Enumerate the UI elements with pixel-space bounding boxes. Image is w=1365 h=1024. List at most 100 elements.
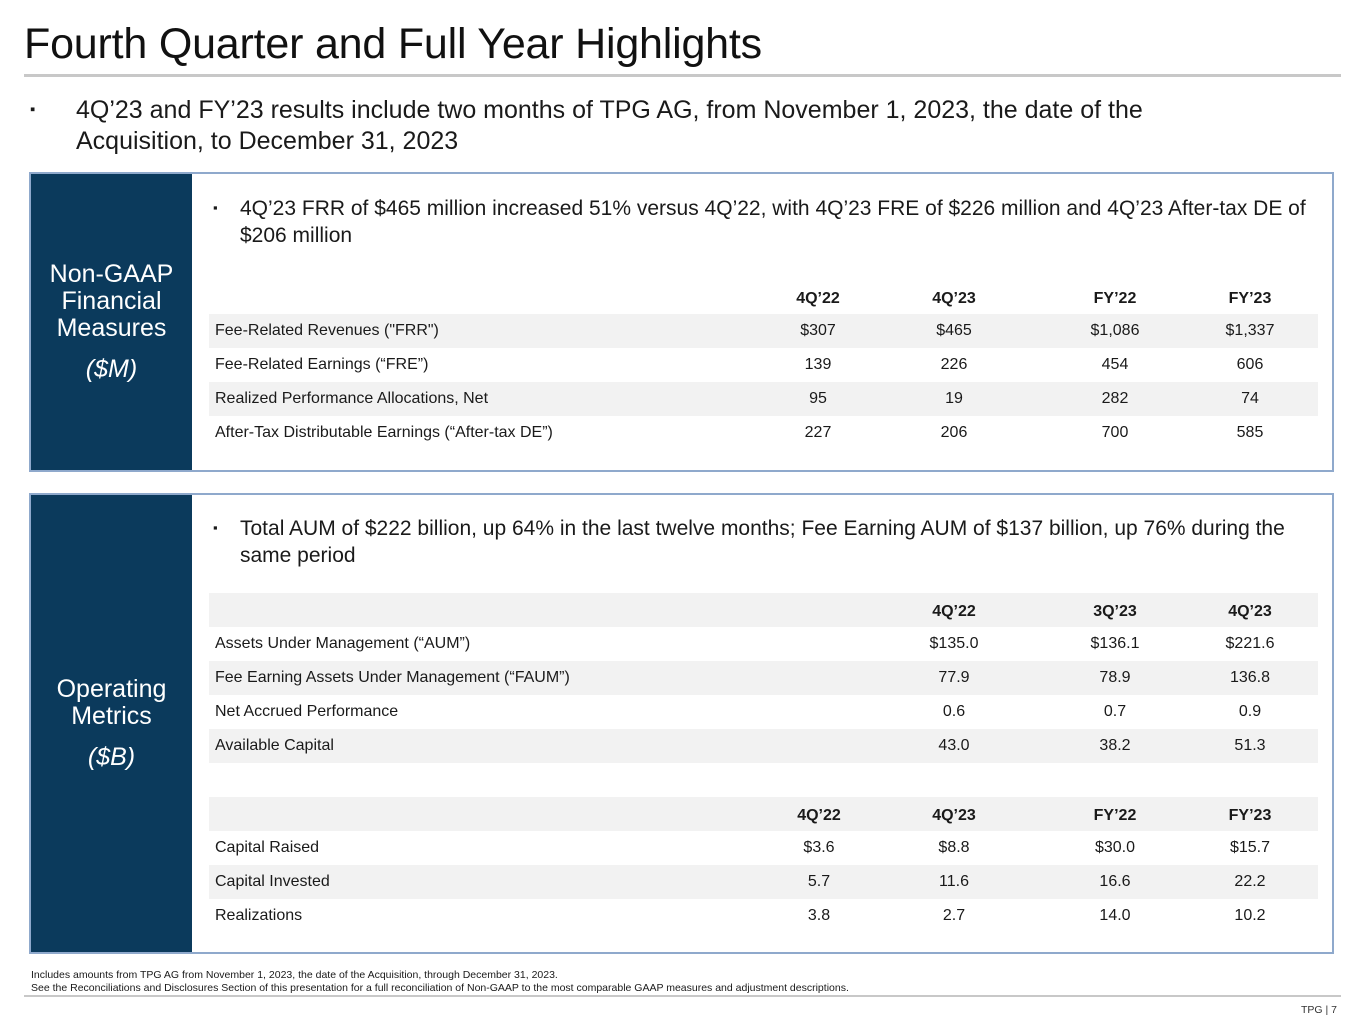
table-cell: $30.0 <box>1094 839 1136 856</box>
column-header: FY’22 <box>1093 807 1137 824</box>
column-header: 4Q’23 <box>932 807 976 824</box>
table-row: Capital Raised $3.6 $8.8 $30.0 $15.7 <box>209 831 1318 865</box>
column-header: FY’22 <box>1093 290 1137 307</box>
column-header: FY’23 <box>1228 290 1272 307</box>
table-cell: 11.6 <box>939 873 969 890</box>
capital-table: 4Q’22 4Q’23 FY’22 FY’23 Capital Raised $… <box>209 797 1318 933</box>
table-cell: 74 <box>1241 390 1259 407</box>
table-cell: $136.1 <box>1090 635 1140 652</box>
table-row: Assets Under Management (“AUM”) $135.0 $… <box>209 627 1318 661</box>
table-row: Fee-Related Revenues ("FRR") $307 $465 $… <box>209 314 1318 348</box>
row-label: Realized Performance Allocations, Net <box>215 390 489 407</box>
table-cell: 77.9 <box>938 669 970 686</box>
row-label: Available Capital <box>215 737 334 754</box>
non-gaap-heading: Non-GAAP Financial Measures <box>49 259 174 342</box>
footnotes: Includes amounts from TPG AG from Novemb… <box>31 969 849 995</box>
table-cell: 2.7 <box>942 907 966 924</box>
table-row: Fee Earning Assets Under Management (“FA… <box>209 661 1318 695</box>
row-label: Capital Invested <box>215 873 330 890</box>
table-cell: 10.2 <box>1234 907 1266 924</box>
bullet-marker: ▪ <box>30 101 36 118</box>
intro-bullet-text: 4Q’23 and FY’23 results include two mont… <box>76 96 1143 155</box>
table-cell: $465 <box>936 322 972 339</box>
table-cell: 0.9 <box>1238 703 1262 720</box>
row-label: Assets Under Management (“AUM”) <box>215 635 471 652</box>
table-cell: 585 <box>1236 424 1264 441</box>
table-header-row: 4Q’22 4Q’23 FY’22 FY’23 <box>209 797 1318 831</box>
table-cell: 454 <box>1101 356 1129 373</box>
column-header: 4Q’22 <box>797 807 841 824</box>
table-row: After-Tax Distributable Earnings (“After… <box>209 416 1318 450</box>
row-label: Fee-Related Earnings (“FRE”) <box>215 356 429 373</box>
table-cell: 136.8 <box>1229 669 1271 686</box>
intro-bullet: ▪ 4Q’23 and FY’23 results include two mo… <box>30 95 1270 157</box>
table-cell: 95 <box>809 390 827 407</box>
table-header-row: 4Q’22 4Q’23 FY’22 FY’23 <box>209 280 1318 314</box>
table-cell: 22.2 <box>1234 873 1266 890</box>
table-row: Fee-Related Earnings (“FRE”) 139 226 454… <box>209 348 1318 382</box>
row-label: Realizations <box>215 907 303 924</box>
bullet-marker: ▪ <box>213 520 218 535</box>
non-gaap-unit: ($M) <box>85 354 138 383</box>
title-divider <box>24 74 1341 77</box>
table-cell: $8.8 <box>938 839 970 856</box>
table-cell: 5.7 <box>807 873 831 890</box>
column-header: FY’23 <box>1228 807 1272 824</box>
non-gaap-side-label: Non-GAAP Financial Measures ($M) <box>31 174 192 470</box>
operating-unit: ($B) <box>87 742 136 771</box>
table-cell: $135.0 <box>929 635 979 652</box>
column-header: 4Q’22 <box>932 603 976 620</box>
row-label: Capital Raised <box>215 839 320 856</box>
footer-divider <box>24 995 1341 997</box>
column-header: 3Q’23 <box>1093 603 1137 620</box>
footnote: Includes amounts from TPG AG from Novemb… <box>31 969 558 981</box>
table-cell: 78.9 <box>1099 669 1131 686</box>
column-header: 4Q’22 <box>796 290 840 307</box>
row-label: Fee-Related Revenues ("FRR") <box>215 322 439 339</box>
row-label: Fee Earning Assets Under Management (“FA… <box>215 669 570 686</box>
non-gaap-bullet: ▪ 4Q’23 FRR of $465 million increased 51… <box>213 195 1313 249</box>
table-cell: 227 <box>804 424 832 441</box>
table-cell: 700 <box>1101 424 1129 441</box>
table-cell: 16.6 <box>1099 873 1131 890</box>
table-cell: $307 <box>800 322 836 339</box>
non-gaap-bullet-text: 4Q’23 FRR of $465 million increased 51% … <box>240 197 1306 247</box>
table-cell: $15.7 <box>1229 839 1271 856</box>
table-row: Available Capital 43.0 38.2 51.3 <box>209 729 1318 763</box>
table-row: Realizations 3.8 2.7 14.0 10.2 <box>209 899 1318 933</box>
operating-bullet-text: Total AUM of $222 billion, up 64% in the… <box>240 517 1285 567</box>
page-title: Fourth Quarter and Full Year Highlights <box>24 20 762 68</box>
operating-side-label: Operating Metrics ($B) <box>31 495 192 952</box>
table-cell: $1,337 <box>1225 322 1275 339</box>
table-header-row: 4Q’22 3Q’23 4Q’23 <box>209 593 1318 627</box>
table-cell: $221.6 <box>1225 635 1275 652</box>
table-cell: 38.2 <box>1099 737 1131 754</box>
row-label: Net Accrued Performance <box>215 703 399 720</box>
page-number: TPG | 7 <box>1301 1004 1337 1016</box>
table-row: Capital Invested 5.7 11.6 16.6 22.2 <box>209 865 1318 899</box>
table-cell: 19 <box>945 390 963 407</box>
table-cell: 51.3 <box>1234 737 1266 754</box>
row-label: After-Tax Distributable Earnings (“After… <box>215 424 553 441</box>
column-header: 4Q’23 <box>1228 603 1272 620</box>
table-row: Realized Performance Allocations, Net 95… <box>209 382 1318 416</box>
table-cell: 206 <box>940 424 968 441</box>
table-cell: 43.0 <box>938 737 970 754</box>
footnote: See the Reconciliations and Disclosures … <box>31 982 849 994</box>
bullet-marker: ▪ <box>213 200 218 215</box>
non-gaap-table: 4Q’22 4Q’23 FY’22 FY’23 Fee-Related Reve… <box>209 280 1318 450</box>
table-cell: 139 <box>804 356 832 373</box>
table-cell: 0.6 <box>942 703 966 720</box>
table-cell: 226 <box>940 356 968 373</box>
non-gaap-panel: Non-GAAP Financial Measures ($M) ▪ 4Q’23… <box>29 172 1334 472</box>
table-cell: $3.6 <box>803 839 835 856</box>
operating-bullet: ▪ Total AUM of $222 billion, up 64% in t… <box>213 515 1313 569</box>
aum-table: 4Q’22 3Q’23 4Q’23 Assets Under Managemen… <box>209 593 1318 763</box>
table-cell: 282 <box>1101 390 1129 407</box>
table-cell: 14.0 <box>1099 907 1131 924</box>
table-row: Net Accrued Performance 0.6 0.7 0.9 <box>209 695 1318 729</box>
operating-metrics-panel: Operating Metrics ($B) ▪ Total AUM of $2… <box>29 493 1334 954</box>
table-cell: 0.7 <box>1103 703 1127 720</box>
operating-heading: Operating Metrics <box>56 674 167 730</box>
table-cell: 606 <box>1236 356 1264 373</box>
